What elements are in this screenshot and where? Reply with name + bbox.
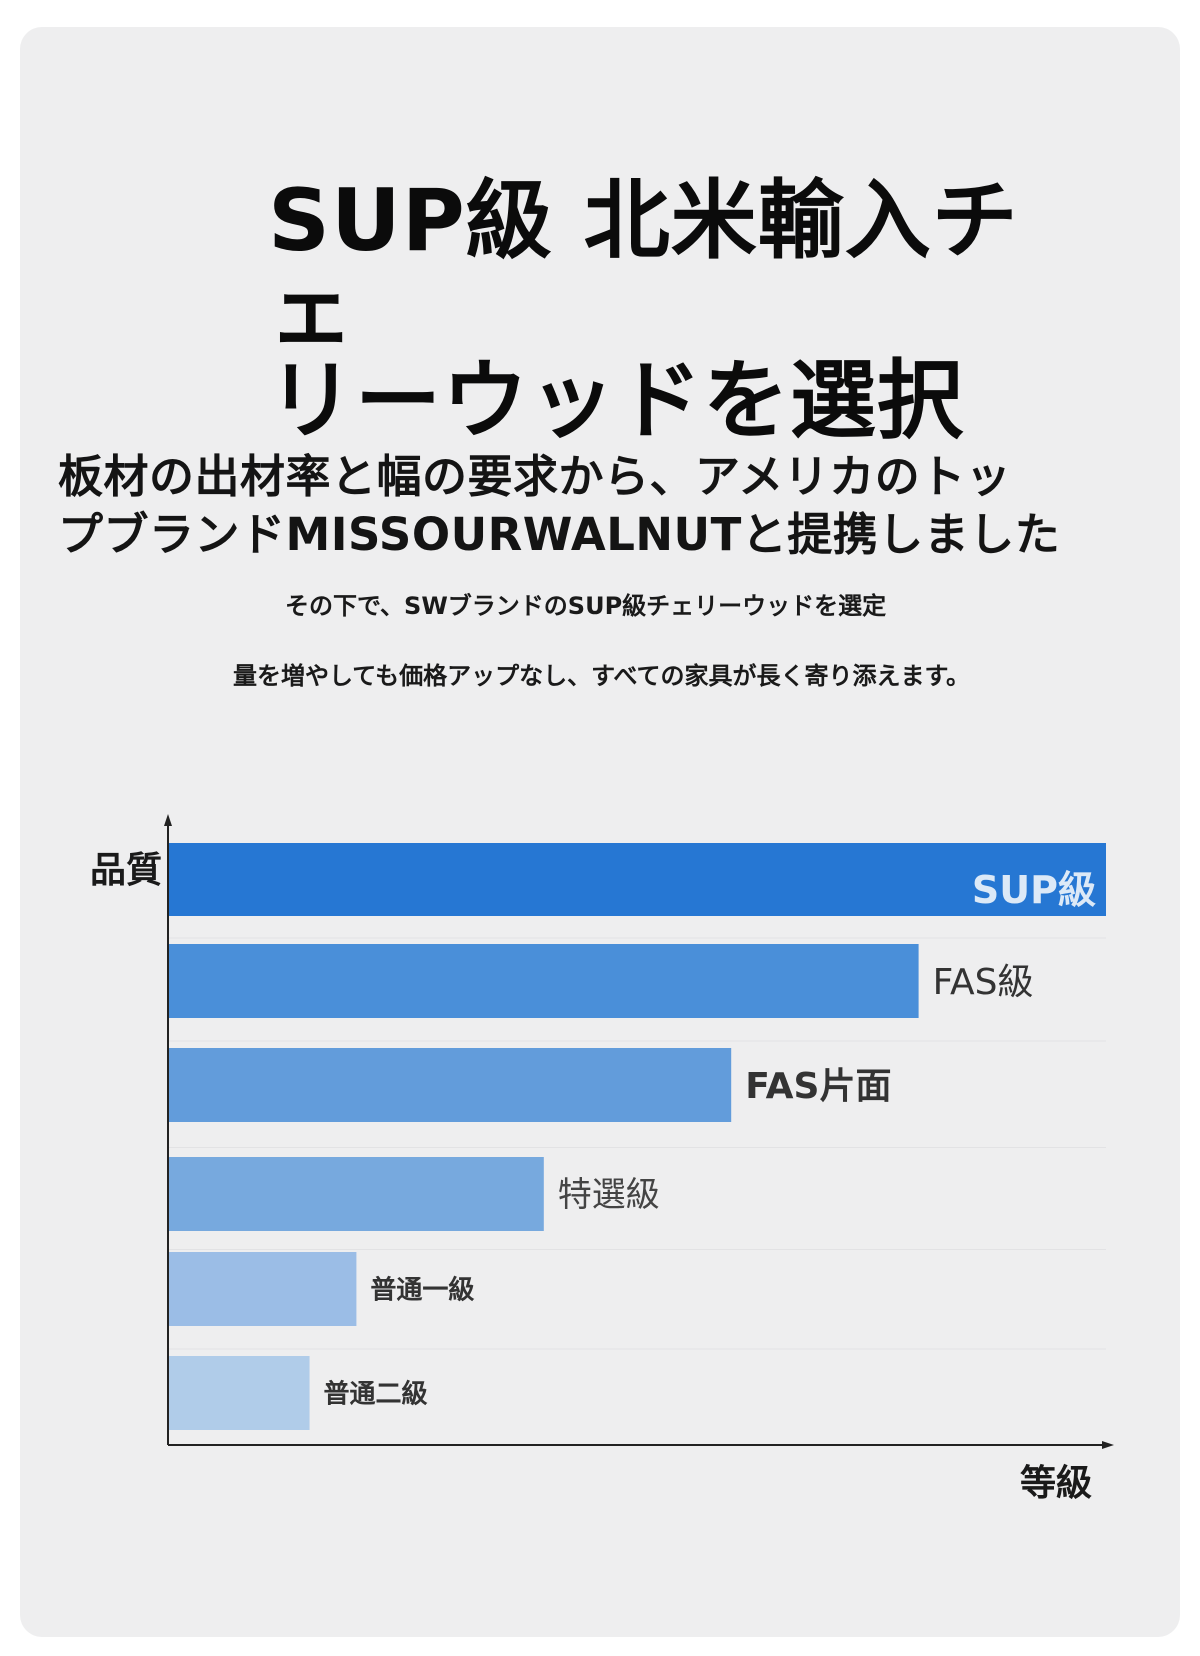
bar-label-6: 普通二級 — [324, 1378, 428, 1409]
bar-2 — [169, 944, 919, 1018]
bar-label-3: FAS片面 — [745, 1066, 891, 1107]
row-separators — [169, 937, 1106, 1350]
bar-5 — [169, 1252, 357, 1326]
description-line-1: その下で、SWブランドのSUP級チェリーウッドを選定 — [285, 592, 887, 620]
y-axis-arrow-icon — [164, 814, 172, 826]
y-axis-label: 品質 — [90, 850, 162, 891]
bar-label-5: 普通一級 — [370, 1274, 474, 1305]
bars-group — [169, 843, 1106, 1430]
bar-3 — [169, 1048, 732, 1122]
bar-label-2: FAS級 — [933, 962, 1034, 1003]
bar-4 — [169, 1157, 544, 1231]
x-axis-label: 等級 — [1020, 1463, 1092, 1504]
page-title: SUP級 北米輸入チェ リーウッドを選択 — [268, 171, 1019, 451]
bar-1 — [169, 843, 1106, 916]
description-line-2: 量を増やしても価格アップなし、すべての家具が長く寄り添えます。 — [233, 662, 971, 690]
x-axis-arrow-icon — [1102, 1441, 1114, 1449]
bar-label-1: SUP級 — [972, 868, 1096, 912]
bar-6 — [169, 1356, 310, 1430]
bar-label-4: 特選級 — [558, 1175, 660, 1215]
page-subtitle: 板材の出材率と幅の要求から、アメリカのトッ プブランドMISSOURWALNUT… — [58, 450, 1061, 561]
